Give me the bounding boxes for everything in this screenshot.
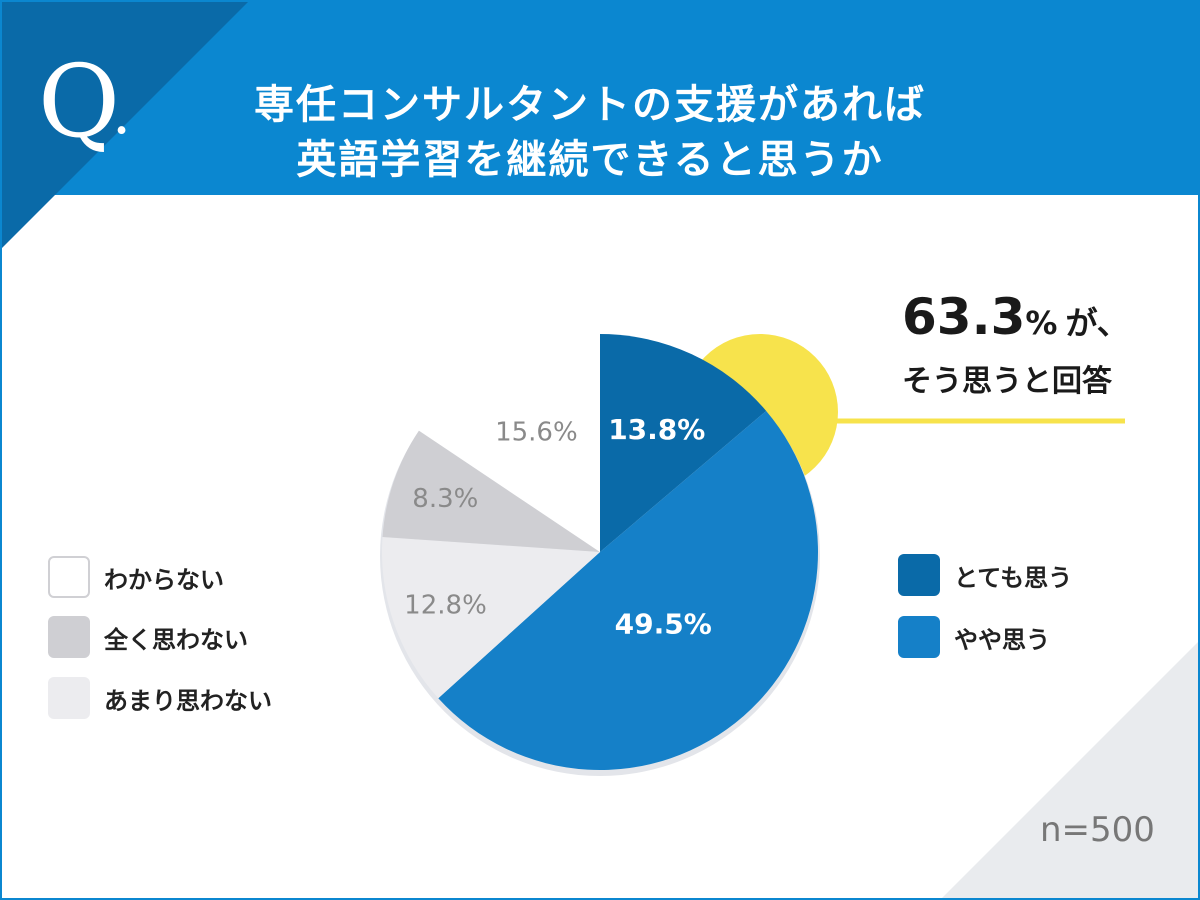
legend-swatch-somewhat-disagree [48,677,90,719]
legend-label-dont-know: わからない [104,565,224,594]
title-line-1: 専任コンサルタントの支援があれば [254,82,926,128]
callout-subtext: そう思うと回答 [902,364,1112,399]
pie-slice-somewhat-agree [438,410,818,770]
pie-slice-strongly-disagree [382,430,600,552]
legend-item-somewhat-agree: やや思う [898,616,1050,658]
callout-suffix: が、 [1065,304,1129,342]
pie-label-dont-know: 15.6% [495,418,578,448]
legend-item-dont-know: わからない [48,556,224,598]
pie-label-strongly-disagree: 8.3% [412,484,478,514]
q-letter: Q [38,43,120,160]
legend-swatch-strongly-agree [898,554,940,596]
callout-headline: 63.3% が、 [902,288,1129,346]
q-dot: . [112,78,132,148]
legend-swatch-strongly-disagree [48,616,90,658]
legend-label-strongly-disagree: 全く思わない [104,625,248,654]
title-line-2: 英語学習を継続できると思うか [296,137,884,183]
callout-percent: 63.3 [902,288,1026,346]
pie-slice-strongly-agree [600,334,767,552]
pie-label-somewhat-agree: 49.5% [615,608,712,641]
legend-swatch-dont-know [48,556,90,598]
pie-label-strongly-agree: 13.8% [608,413,705,446]
pie-slice-somewhat-disagree [382,536,600,699]
legend-label-somewhat-agree: やや思う [954,625,1050,654]
sample-size: n=500 [1040,810,1155,850]
pie-slice-dont-know [418,334,600,552]
legend-swatch-somewhat-agree [898,616,940,658]
legend-item-strongly-agree: とても思う [898,554,1072,596]
legend-label-strongly-agree: とても思う [954,563,1073,592]
callout-percent-sign: % [1025,304,1058,342]
header-corner-triangle [0,0,250,250]
legend-label-somewhat-disagree: あまり思わない [104,686,272,715]
bottom-right-corner-shape [940,640,1200,900]
legend-item-somewhat-disagree: あまり思わない [48,677,272,719]
legend-item-strongly-disagree: 全く思わない [48,616,248,658]
pie-label-somewhat-disagree: 12.8% [404,590,487,620]
